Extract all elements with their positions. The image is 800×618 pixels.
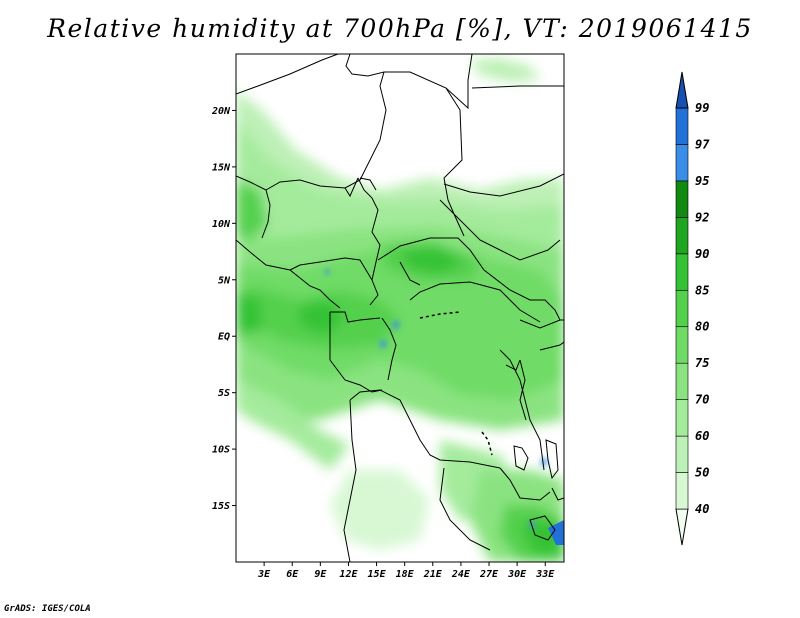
colorbar-swatch <box>675 180 689 218</box>
lake-outlines <box>419 311 493 456</box>
lon-tick-label: 15E <box>368 569 387 580</box>
colorbar-swatch <box>675 217 689 255</box>
lon-tick-label: 21E <box>423 569 443 580</box>
lon-tick-label: 12E <box>339 569 358 580</box>
colorbar: 40 50 60 70 75 80 85 90 92 95 97 99 <box>675 71 710 546</box>
longitude-axis: 3E 6E 9E 12E 15E 18E 21E 24E 27E 30E 33E <box>257 562 555 580</box>
colorbar-swatch <box>675 435 689 473</box>
colorbar-label: 97 <box>695 137 710 151</box>
colorbar-label: 80 <box>695 320 709 334</box>
country-borders <box>236 54 564 562</box>
lon-tick-label: 9E <box>314 569 327 580</box>
map-title: Relative humidity at 700hPa [%], VT: 201… <box>47 14 753 43</box>
colorbar-label: 50 <box>695 466 709 480</box>
colorbar-label: 85 <box>695 283 709 297</box>
colorbar-swatch <box>675 399 689 437</box>
colorbar-label: 60 <box>695 429 709 443</box>
colorbar-label: 99 <box>695 101 709 115</box>
colorbar-label: 70 <box>695 393 709 407</box>
colorbar-label: 90 <box>695 247 709 261</box>
colorbar-swatch <box>675 289 689 328</box>
lat-tick-label: 5S <box>218 388 230 399</box>
lat-tick-label: 15S <box>212 501 230 512</box>
latitude-axis: 20N 15N 10N 5N EQ 5S 10S 15S <box>211 106 236 512</box>
colorbar-swatch <box>675 326 689 364</box>
grads-credit: GrADS: IGES/COLA <box>4 604 91 614</box>
humidity-field <box>236 54 564 562</box>
lon-tick-label: 30E <box>507 569 527 580</box>
lat-tick-label: 20N <box>211 106 231 117</box>
lat-tick-label: 15N <box>212 162 231 173</box>
lon-tick-label: 27E <box>479 569 499 580</box>
colorbar-label: 40 <box>695 502 709 516</box>
colorbar-swatch <box>675 362 689 400</box>
lat-tick-label: EQ <box>218 332 230 343</box>
lat-tick-label: 10N <box>212 219 231 230</box>
colorbar-label: 75 <box>695 356 709 370</box>
colorbar-high-arrow <box>675 71 689 109</box>
colorbar-swatch <box>675 144 689 182</box>
lon-tick-label: 18E <box>396 569 415 580</box>
colorbar-low-arrow <box>675 508 689 546</box>
lon-tick-label: 33E <box>535 569 555 580</box>
colorbar-label: 95 <box>695 174 709 188</box>
map-frame <box>235 53 565 563</box>
lat-tick-label: 5N <box>218 275 231 286</box>
lat-tick-label: 10S <box>212 445 230 456</box>
colorbar-swatch <box>675 107 689 145</box>
colorbar-swatch <box>675 253 689 291</box>
lon-tick-label: 24E <box>451 569 471 580</box>
lon-tick-label: 6E <box>286 569 299 580</box>
lon-tick-label: 3E <box>257 569 271 580</box>
colorbar-swatch <box>675 472 689 510</box>
colorbar-label: 92 <box>695 210 709 224</box>
